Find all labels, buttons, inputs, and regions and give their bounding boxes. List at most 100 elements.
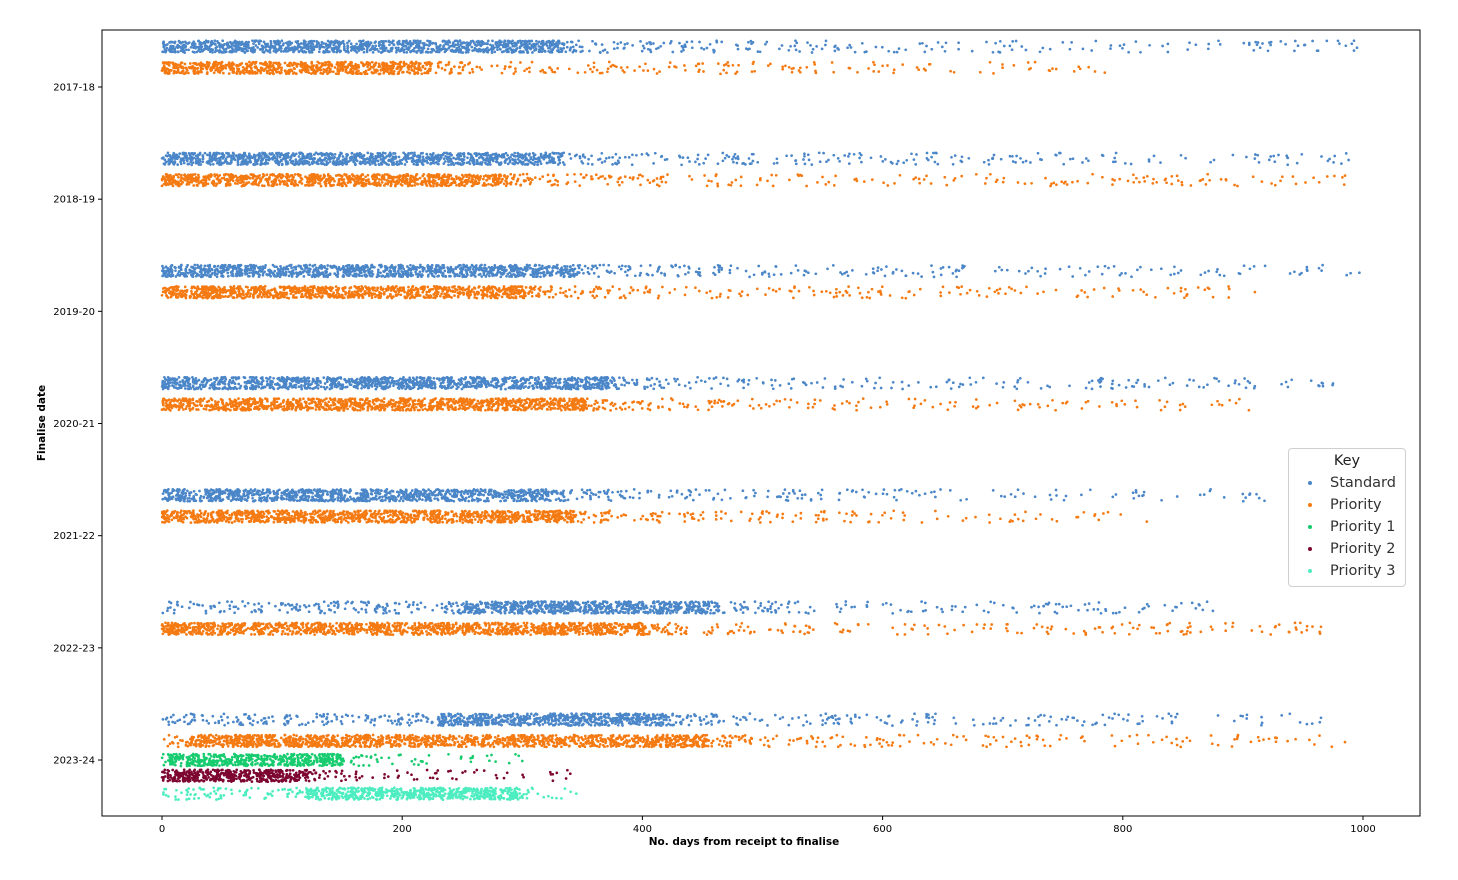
data-point [556, 163, 560, 166]
data-point [1203, 271, 1207, 274]
data-point [312, 161, 316, 164]
data-point [602, 263, 605, 267]
data-point [351, 379, 355, 383]
data-point [415, 266, 419, 269]
data-point [876, 266, 880, 269]
data-point [1207, 269, 1210, 273]
data-point [459, 158, 463, 161]
data-point [215, 151, 218, 155]
data-point [185, 274, 189, 278]
data-point [287, 274, 291, 278]
data-point [345, 385, 349, 389]
data-point [312, 268, 316, 271]
data-point [582, 384, 586, 387]
data-point [338, 50, 342, 54]
data-point [299, 266, 303, 270]
data-point [173, 40, 177, 44]
data-point [991, 157, 994, 160]
data-point [284, 270, 288, 274]
data-point [577, 271, 581, 274]
data-point [502, 153, 506, 156]
data-point [299, 160, 303, 164]
data-point [1248, 267, 1252, 271]
data-point [287, 44, 290, 48]
data-point [556, 46, 560, 49]
data-point [658, 265, 661, 269]
data-point [209, 159, 213, 163]
data-point [328, 152, 332, 156]
data-point [203, 264, 207, 268]
data-point [247, 268, 250, 271]
data-point [892, 50, 896, 54]
data-point [181, 48, 185, 52]
data-point [1071, 275, 1075, 278]
data-point [578, 155, 582, 158]
data-point [184, 270, 188, 274]
data-point [539, 275, 542, 279]
data-point [533, 153, 537, 157]
data-point [437, 153, 440, 157]
data-point [368, 158, 372, 162]
data-point [276, 377, 280, 380]
data-point [1161, 44, 1164, 48]
data-point [203, 44, 207, 48]
data-point [354, 163, 357, 166]
data-point [1084, 273, 1087, 277]
data-point [999, 157, 1003, 161]
data-point [201, 160, 205, 164]
data-point [246, 49, 249, 53]
data-point [1355, 46, 1359, 50]
data-point [465, 271, 469, 275]
data-point [218, 159, 222, 163]
data-point [437, 158, 441, 162]
data-point [217, 157, 221, 160]
data-point [663, 158, 667, 162]
data-point [767, 275, 771, 278]
data-point [559, 153, 563, 157]
data-point [451, 268, 455, 272]
data-point [713, 273, 717, 277]
data-point [242, 162, 246, 165]
data-point [561, 268, 565, 272]
data-point [1252, 265, 1256, 268]
data-point [460, 42, 464, 45]
data-point [506, 154, 510, 157]
data-point [1293, 49, 1296, 53]
data-point [383, 265, 387, 268]
data-point [207, 159, 211, 163]
data-point [384, 46, 388, 50]
data-point [627, 156, 631, 159]
data-point [192, 40, 196, 44]
data-point [565, 45, 569, 49]
data-point [639, 40, 642, 43]
data-point [323, 382, 327, 385]
data-point [1112, 265, 1116, 268]
data-point [275, 265, 278, 269]
data-point [1247, 41, 1251, 45]
data-point [254, 159, 258, 163]
data-point [318, 47, 322, 51]
data-point [265, 272, 268, 276]
data-point [393, 155, 396, 159]
data-point [910, 152, 913, 156]
data-point [642, 46, 646, 50]
data-point [363, 160, 366, 163]
data-point [1038, 50, 1042, 54]
data-point [160, 269, 164, 273]
data-point [406, 271, 409, 275]
data-point [192, 46, 195, 49]
data-point [847, 162, 851, 165]
data-point [1269, 40, 1273, 44]
data-point [214, 46, 218, 50]
data-point [212, 387, 216, 391]
data-point [415, 160, 419, 164]
data-point [281, 43, 285, 47]
data-point [471, 160, 475, 164]
data-point [871, 267, 875, 271]
data-point [294, 40, 298, 44]
data-point [794, 39, 797, 43]
data-point [324, 271, 328, 274]
data-point [414, 270, 417, 274]
data-point [296, 274, 300, 277]
data-point [220, 51, 224, 54]
